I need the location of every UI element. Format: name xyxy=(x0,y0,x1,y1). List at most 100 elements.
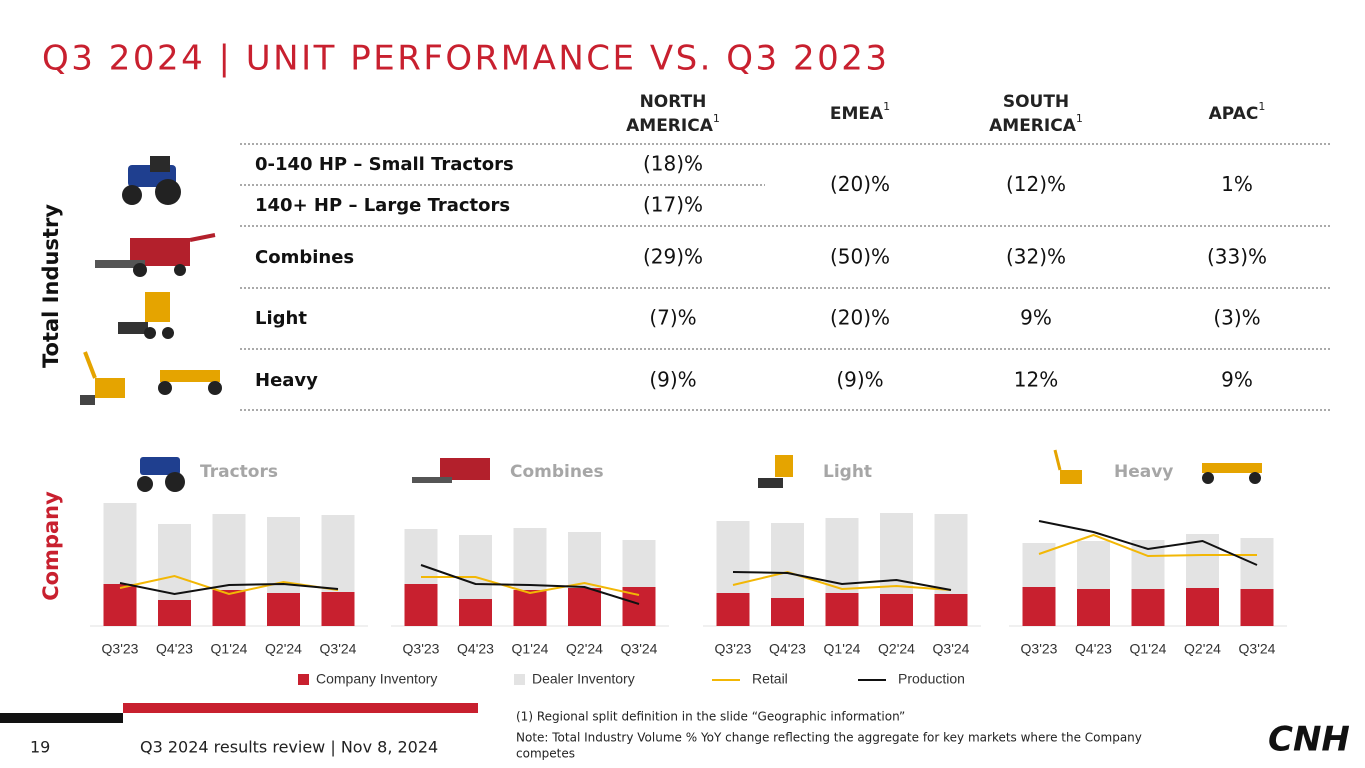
column-header: APAC1 xyxy=(1209,100,1266,124)
table-cell: (20)% xyxy=(830,306,890,330)
header-text: APAC xyxy=(1209,104,1259,124)
bar-segment xyxy=(771,523,804,598)
column-header: SOUTH xyxy=(1003,92,1069,112)
line-series xyxy=(119,582,339,596)
x-tick-label: Q4'23 xyxy=(769,641,806,657)
bar-segment xyxy=(880,594,913,626)
bar-segment xyxy=(568,588,601,626)
footnote-mark: 1 xyxy=(1076,112,1083,125)
footnote: (1) Regional split definition in the sli… xyxy=(516,710,905,724)
x-tick-label: Q3'23 xyxy=(715,641,752,657)
line-series xyxy=(1038,533,1257,558)
bar-segment xyxy=(158,524,191,600)
row-label: 0-140 HP – Small Tractors xyxy=(255,154,514,175)
line-series xyxy=(732,571,952,591)
table-cell: (33)% xyxy=(1207,245,1267,269)
table-cell: 9% xyxy=(1221,368,1253,392)
x-tick-label: Q1'24 xyxy=(1130,641,1167,657)
side-label: Total Industry xyxy=(39,204,63,368)
table-cell: (12)% xyxy=(1006,172,1066,196)
bar-segment xyxy=(771,598,804,626)
row-label: Combines xyxy=(255,247,354,268)
footnote-mark: 1 xyxy=(713,112,720,125)
bar-segment xyxy=(459,599,492,626)
table-cell: (32)% xyxy=(1006,245,1066,269)
footnote: competes xyxy=(516,747,575,761)
footnote-mark: 1 xyxy=(883,100,890,113)
table-cell: (20)% xyxy=(830,172,890,196)
bar-segment xyxy=(1240,538,1274,589)
bar-segment xyxy=(934,594,968,626)
row-label: 140+ HP – Large Tractors xyxy=(255,195,510,216)
line-series xyxy=(420,564,640,605)
bar-segment xyxy=(103,503,137,584)
footer-bar xyxy=(123,703,478,713)
table-cell: 1% xyxy=(1221,172,1253,196)
x-tick-label: Q2'24 xyxy=(878,641,915,657)
heavy-icon xyxy=(80,351,222,405)
chart-title: Heavy xyxy=(1114,462,1173,482)
bar-segment xyxy=(1240,589,1274,626)
footer-bar xyxy=(0,713,123,723)
bar-segment xyxy=(158,600,191,626)
table-cell: (29)% xyxy=(643,245,703,269)
column-header: AMERICA1 xyxy=(626,112,720,136)
bar-segment xyxy=(568,532,601,588)
x-tick-label: Q1'24 xyxy=(512,641,549,657)
table-cell: (9)% xyxy=(836,368,883,392)
bar-segment xyxy=(1022,587,1056,626)
bar-segment xyxy=(825,518,859,593)
table-cell: (9)% xyxy=(649,368,696,392)
bar-segment xyxy=(622,540,656,587)
table-cell: (7)% xyxy=(649,306,696,330)
line-series xyxy=(1038,520,1258,566)
bar-segment xyxy=(1186,588,1219,626)
page-number: 19 xyxy=(30,738,50,757)
x-tick-label: Q3'23 xyxy=(1021,641,1058,657)
x-tick-label: Q3'24 xyxy=(621,641,658,657)
footer-text: Q3 2024 results review | Nov 8, 2024 xyxy=(140,738,438,757)
chart-title: Tractors xyxy=(200,462,278,482)
bar-segment xyxy=(716,521,750,593)
bar-segment xyxy=(1077,541,1110,589)
table-cell: 9% xyxy=(1020,306,1052,330)
bar-segment xyxy=(321,515,355,592)
header-text: AMERICA xyxy=(989,116,1077,136)
logo: CNH xyxy=(1268,720,1350,760)
bar-segment xyxy=(212,514,246,590)
legend-label: Company Inventory xyxy=(316,671,437,687)
slide-title: Q3 2024 | UNIT PERFORMANCE VS. Q3 2023 xyxy=(42,39,890,79)
header-text: EMEA xyxy=(830,104,884,124)
combine-icon xyxy=(95,233,216,277)
legend-swatch xyxy=(514,674,525,685)
footnote-mark: 1 xyxy=(1258,100,1265,113)
legend-label: Production xyxy=(898,671,965,687)
x-tick-label: Q3'23 xyxy=(102,641,139,657)
x-tick-label: Q4'23 xyxy=(1075,641,1112,657)
bar-segment xyxy=(212,590,246,626)
x-tick-label: Q4'23 xyxy=(457,641,494,657)
chart-icons xyxy=(137,449,1262,492)
column-header: AMERICA1 xyxy=(989,112,1083,136)
bar-segment xyxy=(404,529,438,584)
legend-swatch xyxy=(298,674,309,685)
x-tick-label: Q4'23 xyxy=(156,641,193,657)
table-cell: (50)% xyxy=(830,245,890,269)
side-label: Company xyxy=(39,491,63,601)
bar-segment xyxy=(267,517,300,593)
x-tick-label: Q3'24 xyxy=(933,641,970,657)
table-cell: (18)% xyxy=(643,152,703,176)
legend-label: Retail xyxy=(752,671,788,687)
bar-segment xyxy=(1077,589,1110,626)
loader-icon xyxy=(118,292,174,339)
table-cell: (17)% xyxy=(643,193,703,217)
x-tick-label: Q2'24 xyxy=(566,641,603,657)
tractor-icon xyxy=(122,156,181,205)
x-tick-label: Q3'23 xyxy=(403,641,440,657)
x-tick-label: Q3'24 xyxy=(320,641,357,657)
column-header: EMEA1 xyxy=(830,100,890,124)
bar-segment xyxy=(825,593,859,626)
bar-segment xyxy=(1131,589,1165,626)
x-tick-label: Q1'24 xyxy=(824,641,861,657)
x-tick-label: Q1'24 xyxy=(211,641,248,657)
